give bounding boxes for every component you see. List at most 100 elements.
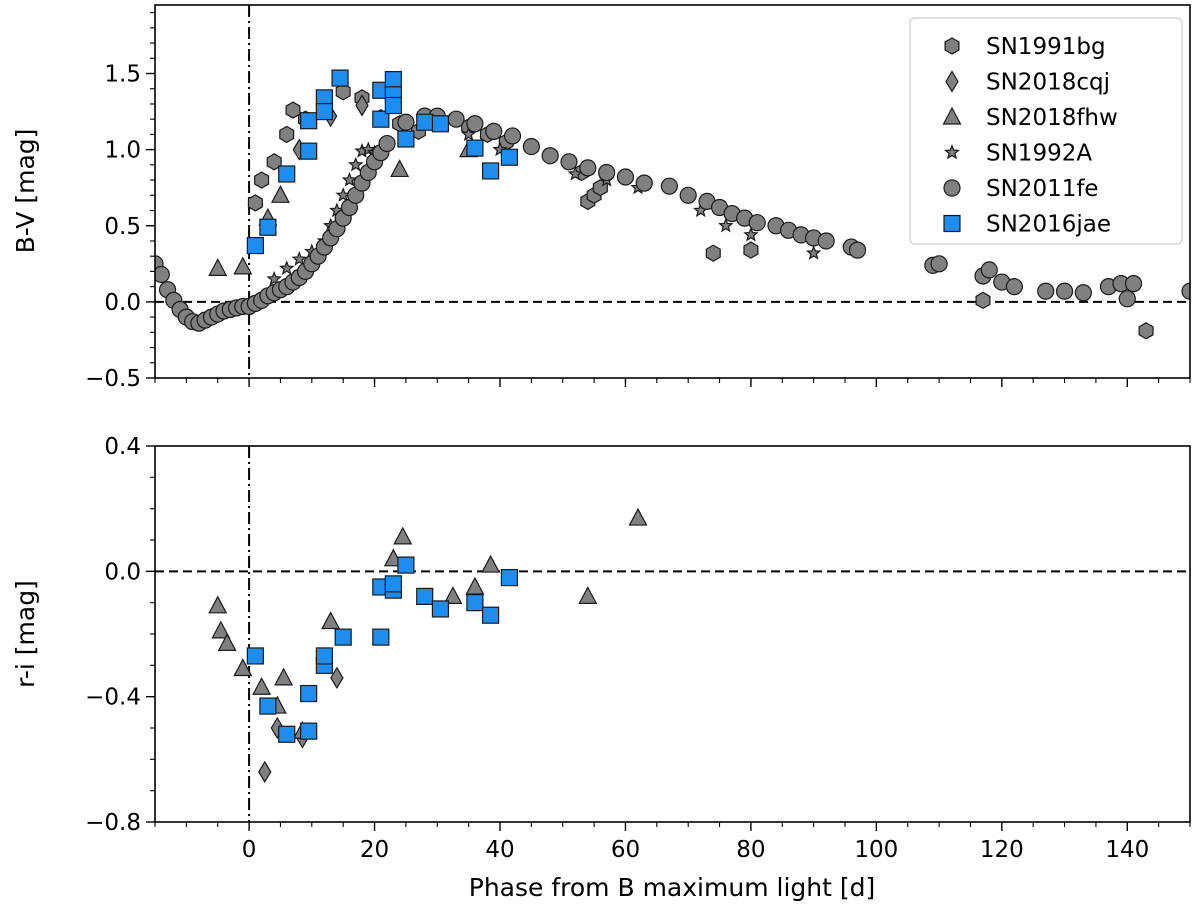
legend-label-sn2011fe: SN2011fe — [986, 176, 1099, 202]
bottom-panel: 0 20 40 60 80 100 120 140 −0.8 −0.4 0.0 0.4 r-i [ma… — [11, 434, 1191, 902]
bot-y-tick-label: 0.0 — [104, 559, 141, 585]
sn2011fe-point — [155, 265, 170, 284]
top-data-points — [155, 69, 1190, 340]
sn2011fe-point — [579, 159, 597, 177]
sn1992a-point — [266, 270, 282, 286]
legend-label-sn2018fhw: SN2018fhw — [986, 105, 1118, 131]
sn2011fe-point — [848, 241, 867, 259]
sn2016jae-point — [500, 148, 519, 166]
sn1992a-point — [291, 251, 308, 266]
sn2016jae-point — [300, 684, 318, 703]
sn2011fe-point — [1037, 282, 1055, 300]
sn1991bg-point — [247, 194, 263, 212]
sn2016jae-point — [259, 697, 277, 715]
sn2011fe-point — [466, 115, 484, 133]
sn2016jae-point — [416, 113, 434, 131]
sn2018fhw-point — [578, 586, 598, 605]
sn2011fe-point — [1005, 278, 1023, 296]
sn1992a-point — [460, 126, 477, 142]
sn2018cqj-point — [355, 94, 369, 117]
sn2018fhw-point — [208, 258, 228, 276]
sn2011fe-point — [1074, 284, 1092, 302]
sn1991bg-point — [254, 171, 270, 189]
sn2016jae-point — [431, 600, 450, 618]
x-tick-label: 100 — [854, 837, 898, 863]
top-y-tick-label: 1.0 — [104, 138, 141, 164]
sn1992a-point — [360, 141, 377, 157]
sn2018fhw-point — [270, 185, 290, 203]
x-tick-label: 60 — [611, 837, 640, 863]
top-y-tick-label: 0.0 — [104, 290, 141, 316]
sn1992a-point — [743, 226, 759, 242]
bot-axes-frame — [154, 445, 1191, 823]
sn2018fhw-point — [252, 676, 272, 695]
sn2016jae-point — [278, 165, 296, 183]
x-tick-label: 140 — [1105, 837, 1149, 863]
sn2018cqj-point — [258, 760, 272, 784]
sn2016jae-point — [372, 628, 390, 646]
sn2011fe-point — [616, 168, 635, 186]
sn2018fhw-point — [211, 620, 231, 639]
sn2016jae-point — [315, 647, 333, 665]
sn2016jae-point — [259, 218, 277, 236]
x-tick-label: 40 — [485, 837, 514, 863]
sn2011fe-point — [748, 214, 766, 232]
sn2018fhw-point — [208, 595, 228, 614]
top-y-tick-label: −0.5 — [85, 366, 141, 392]
sn2016jae-point — [246, 236, 264, 255]
legend-label-sn2018cqj: SN2018cqj — [986, 70, 1110, 96]
legend-marker-sn1992a — [943, 144, 961, 160]
sn2011fe-point — [679, 186, 697, 204]
sn1992a-point — [347, 156, 364, 172]
sn2011fe-point — [560, 153, 578, 171]
sn1992a-point — [341, 171, 358, 187]
sn2018fhw-point — [321, 611, 341, 630]
top-y-tick-label: 0.5 — [104, 214, 141, 240]
legend-label-sn2016jae: SN2016jae — [986, 212, 1111, 238]
sn1992a-point — [492, 141, 508, 157]
sn1992a-point — [567, 165, 584, 181]
bottom-y-axis-label: r-i [mag] — [11, 580, 40, 688]
sn2018fhw-point — [481, 554, 501, 573]
sn2016jae-point — [384, 70, 402, 89]
x-tick-label: 80 — [736, 837, 765, 863]
sn2018fhw-point — [628, 507, 648, 526]
sn2016jae-point — [431, 115, 450, 133]
sn2016jae-point — [481, 606, 500, 624]
sn2016jae-point — [300, 112, 318, 130]
sn2011fe-point — [1181, 282, 1190, 300]
sn2016jae-point — [481, 162, 500, 180]
sn2016jae-point — [384, 575, 402, 593]
legend-label-sn1991bg: SN1991bg — [986, 34, 1106, 60]
sn2016jae-point — [300, 142, 318, 160]
sn2011fe-point — [635, 174, 653, 192]
sn1991bg-point — [285, 101, 301, 119]
sn2011fe-point — [378, 134, 396, 153]
sn2016jae-point — [466, 139, 484, 157]
sn2016jae-point — [300, 722, 318, 740]
sn1991bg-point — [335, 83, 351, 101]
sn2011fe-point — [930, 255, 948, 273]
sn2016jae-point — [246, 647, 264, 665]
sn2018fhw-point — [390, 159, 410, 178]
legend-label-sn1992a: SN1992A — [986, 141, 1092, 167]
bottom-data-points — [208, 507, 648, 784]
sn2016jae-point — [372, 110, 390, 128]
sn2011fe-point — [503, 127, 522, 145]
sn2016jae-point — [466, 594, 484, 612]
sn1992a-point — [805, 245, 822, 260]
sn2011fe-point — [817, 232, 835, 250]
sn2016jae-point — [315, 102, 333, 121]
sn2011fe-point — [598, 163, 616, 182]
legend-marker-sn2018cqj — [945, 70, 959, 93]
sn2011fe-point — [397, 113, 415, 131]
bot-y-tick-label: 0.4 — [104, 434, 141, 460]
legend-marker-sn2016jae — [943, 214, 961, 233]
legend-marker-sn2011fe — [943, 179, 961, 197]
sn1991bg-point — [1138, 322, 1154, 340]
bot-y-tick-label: −0.4 — [85, 685, 141, 711]
top-axes-frame — [154, 4, 1191, 379]
legend-box — [909, 17, 1183, 245]
sn1991bg-point — [266, 153, 282, 171]
